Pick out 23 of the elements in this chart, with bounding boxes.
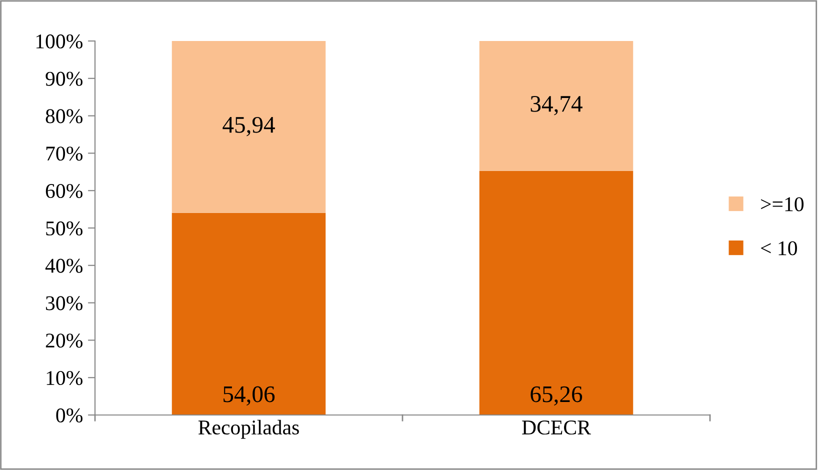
y-tick-label: 60% xyxy=(46,184,82,198)
data-label: 65,26 xyxy=(530,386,582,406)
bar xyxy=(172,41,326,213)
x-tick-label: Recopiladas xyxy=(198,420,299,439)
y-tick-label: 10% xyxy=(46,370,82,386)
y-tick-label: 50% xyxy=(46,221,82,236)
y-tick-label: 40% xyxy=(45,258,82,273)
bar xyxy=(479,41,634,171)
data-label: 34,74 xyxy=(530,96,582,116)
y-tick-label: 0% xyxy=(56,408,82,422)
data-label: 54,06 xyxy=(224,386,275,406)
bar xyxy=(479,170,634,415)
legend-label: >=10 xyxy=(761,197,804,212)
legend-label: < 10 xyxy=(761,241,797,256)
y-tick-label: 90% xyxy=(46,72,82,86)
y-tick-label: 70% xyxy=(46,146,82,161)
y-tick-label: 80% xyxy=(46,109,82,124)
y-tick-label: 100% xyxy=(36,34,82,48)
y-tick-label: 20% xyxy=(46,334,82,348)
data-label: 45,94 xyxy=(222,116,275,136)
x-tick-label: DCECR xyxy=(522,420,591,435)
y-tick-label: 30% xyxy=(46,296,82,310)
bar xyxy=(172,212,326,415)
